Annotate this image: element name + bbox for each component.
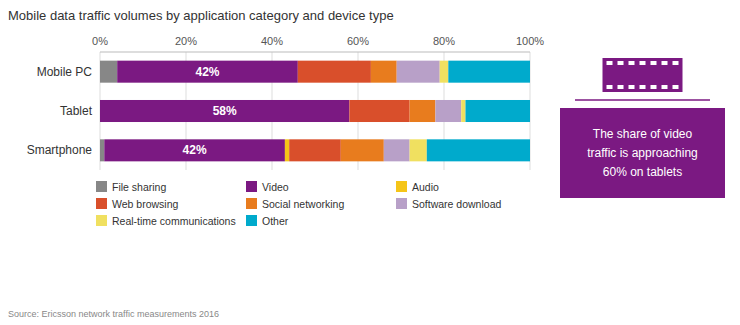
legend-label: Real-time communications [112, 215, 236, 227]
annotation-line: The share of video [593, 127, 693, 141]
film-hole [673, 85, 679, 89]
bar-segment [117, 61, 298, 83]
film-hole [618, 61, 624, 65]
bars [100, 61, 530, 162]
category-label: Mobile PC [37, 65, 93, 79]
film-hole [607, 61, 613, 65]
tick-label: 0% [92, 35, 108, 47]
bar-segment [298, 61, 371, 83]
legend-label: Software download [412, 198, 501, 210]
bar-segment [466, 100, 531, 122]
legend-swatch [246, 198, 257, 209]
bar-segment [349, 100, 409, 122]
bar-segment [341, 139, 384, 161]
legend: File sharing Video Audio Web browsing Social… [96, 181, 501, 227]
bar-segment [410, 139, 427, 161]
source: Source: Ericsson network traffic measure… [8, 309, 219, 319]
data-label: 42% [195, 65, 219, 79]
legend-swatch [246, 181, 257, 192]
legend-label: Web browsing [112, 198, 178, 210]
legend-label: File sharing [112, 181, 166, 193]
bar-segment [440, 61, 449, 83]
bar-segment [100, 61, 117, 83]
legend-swatch [96, 215, 107, 226]
annotation-line: traffic is approaching [587, 146, 698, 160]
film-hole [618, 85, 624, 89]
bar-segment [100, 139, 104, 161]
bar-segment [384, 139, 410, 161]
legend-swatch [396, 198, 407, 209]
tick-label: 80% [433, 35, 455, 47]
legend-label: Audio [412, 181, 439, 193]
data-label: 42% [183, 143, 207, 157]
legend-label: Social networking [262, 198, 344, 210]
film-hole [651, 85, 657, 89]
film-hole [673, 61, 679, 65]
film-icon [603, 58, 683, 92]
legend-swatch [96, 181, 107, 192]
bar-segment [104, 139, 285, 161]
tick-label: 20% [175, 35, 197, 47]
film-hole [662, 85, 668, 89]
bar-segment [285, 139, 289, 161]
data-label: 58% [213, 104, 237, 118]
film-hole [629, 85, 635, 89]
tick-label: 60% [347, 35, 369, 47]
film-hole [651, 61, 657, 65]
category-label: Smartphone [27, 143, 93, 157]
legend-swatch [396, 181, 407, 192]
tick-label: 100% [516, 35, 544, 47]
grid [100, 52, 530, 170]
bar-segment [100, 100, 349, 122]
film-hole [640, 85, 646, 89]
film-hole [640, 61, 646, 65]
film-hole [607, 85, 613, 89]
legend-swatch [96, 198, 107, 209]
divider [575, 99, 710, 101]
bar-segment [435, 100, 461, 122]
tick-label: 40% [261, 35, 283, 47]
annotation-box [560, 108, 725, 198]
title: Mobile data traffic volumes by applicati… [8, 8, 394, 23]
category-label: Tablet [60, 104, 93, 118]
legend-label: Video [262, 181, 289, 193]
bar-segment [371, 61, 397, 83]
bar-segment [410, 100, 436, 122]
axis-line [100, 52, 530, 53]
film-hole [662, 61, 668, 65]
legend-label: Other [262, 215, 289, 227]
legend-swatch [246, 215, 257, 226]
bar-segment [448, 61, 530, 83]
bar-segment [289, 139, 341, 161]
film-body [603, 58, 683, 92]
bar-segment [461, 100, 465, 122]
film-hole [629, 61, 635, 65]
chart: Mobile data traffic volumes by applicati… [0, 0, 740, 325]
annotation-line: 60% on tablets [603, 165, 682, 179]
bar-segment [397, 61, 440, 83]
bar-segment [427, 139, 530, 161]
annotation: The share of video traffic is approaching… [587, 127, 698, 179]
